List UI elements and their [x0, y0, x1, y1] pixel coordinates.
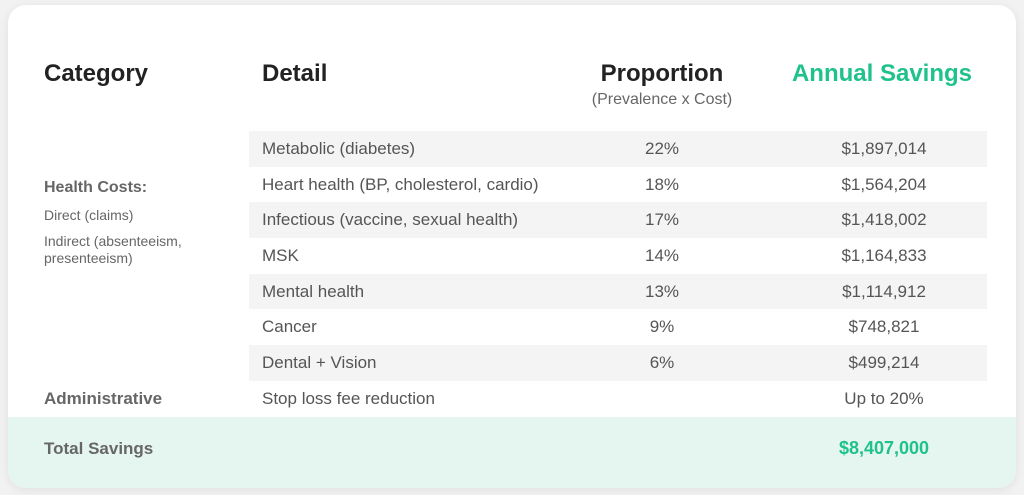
- savings-cell: $499,214: [848, 353, 920, 373]
- savings-cell: $1,164,833: [841, 245, 927, 265]
- proportion-cell: 14%: [644, 245, 680, 265]
- category-title: Health Costs:: [44, 179, 148, 196]
- savings-cell: $748,821: [848, 317, 920, 337]
- proportion-cell: 17%: [644, 210, 680, 230]
- card: Category Detail Proportion Annual Saving…: [8, 5, 1016, 488]
- row-background: [249, 273, 987, 310]
- proportion-cell: 6%: [649, 353, 675, 373]
- proportion-cell: 22%: [644, 138, 680, 158]
- column-header: Proportion: [600, 60, 724, 87]
- row-background: [249, 345, 987, 381]
- detail-cell: MSK: [262, 245, 299, 265]
- proportion-cell: 9%: [649, 317, 675, 337]
- proportion-cell: 18%: [644, 174, 680, 194]
- category-item: Direct (claims): [44, 207, 134, 223]
- row-background: [249, 202, 987, 239]
- column-header: Category: [44, 60, 149, 87]
- detail-cell: Mental health: [262, 281, 365, 301]
- savings-cell: $1,564,204: [841, 174, 927, 194]
- total-band: [8, 417, 1016, 488]
- column-header: Detail: [262, 60, 328, 87]
- total-value: $8,407,000: [838, 438, 930, 458]
- admin-detail: Stop loss fee reduction: [262, 389, 435, 408]
- savings-cell: $1,897,014: [841, 138, 927, 158]
- detail-cell: Dental + Vision: [262, 353, 377, 373]
- column-header: Annual Savings: [791, 60, 973, 87]
- savings-cell: $1,418,002: [841, 210, 927, 230]
- detail-cell: Metabolic (diabetes): [262, 138, 416, 158]
- admin-label: Administrative: [44, 389, 163, 408]
- detail-cell: Cancer: [262, 317, 317, 337]
- row-background: [249, 131, 987, 167]
- detail-cell: Heart health (BP, cholesterol, cardio): [262, 174, 539, 194]
- detail-cell: Infectious (vaccine, sexual health): [262, 210, 519, 230]
- category-item: Indirect (absenteeism, presenteeism): [44, 233, 182, 266]
- total-label: Total Savings: [44, 439, 154, 458]
- proportion-cell: 13%: [644, 281, 680, 301]
- column-note: (Prevalence x Cost): [591, 91, 733, 108]
- admin-savings: Up to 20%: [844, 389, 924, 408]
- savings-cell: $1,114,912: [842, 281, 926, 301]
